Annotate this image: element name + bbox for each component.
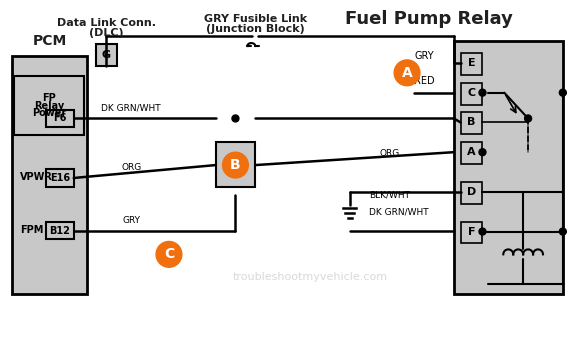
- Circle shape: [223, 152, 248, 178]
- Text: (Junction Block): (Junction Block): [206, 24, 304, 34]
- Text: FPM: FPM: [20, 225, 44, 235]
- Text: G: G: [102, 50, 111, 60]
- Text: B: B: [467, 117, 476, 127]
- Text: RED: RED: [414, 76, 434, 86]
- Circle shape: [232, 115, 239, 122]
- Circle shape: [479, 89, 486, 96]
- Text: D: D: [467, 187, 476, 197]
- Text: B: B: [230, 158, 241, 172]
- Bar: [46, 222, 74, 239]
- Bar: [96, 44, 117, 66]
- Bar: [216, 142, 255, 187]
- Text: F6: F6: [53, 113, 67, 124]
- Text: ORG: ORG: [121, 163, 142, 172]
- Bar: [461, 222, 483, 244]
- Text: BLK/WHT: BLK/WHT: [369, 190, 411, 199]
- Bar: [461, 83, 483, 105]
- Circle shape: [232, 162, 239, 169]
- Bar: [461, 112, 483, 134]
- Bar: [454, 41, 563, 294]
- Text: E: E: [467, 58, 476, 68]
- Bar: [46, 169, 74, 187]
- Text: GRY: GRY: [122, 216, 140, 225]
- Text: FP: FP: [42, 93, 56, 103]
- Text: troubleshootmyvehicle.com: troubleshootmyvehicle.com: [232, 272, 387, 282]
- Bar: [461, 182, 483, 204]
- Text: GRY Fusible Link: GRY Fusible Link: [204, 14, 307, 24]
- Bar: [14, 76, 84, 135]
- Circle shape: [559, 228, 566, 235]
- Circle shape: [156, 241, 182, 267]
- Text: Fuel Pump Relay: Fuel Pump Relay: [345, 10, 513, 28]
- Bar: [461, 142, 483, 164]
- Text: Relay: Relay: [34, 100, 64, 111]
- Text: DK GRN/WHT: DK GRN/WHT: [102, 104, 161, 112]
- Bar: [12, 56, 86, 294]
- Text: DK GRN/WHT: DK GRN/WHT: [369, 207, 429, 216]
- Text: Power: Power: [32, 108, 66, 119]
- Text: PCM: PCM: [32, 34, 67, 48]
- Circle shape: [479, 228, 486, 235]
- Circle shape: [559, 89, 566, 96]
- Text: B12: B12: [49, 225, 70, 236]
- Text: ORG: ORG: [379, 149, 400, 158]
- Text: (DLC): (DLC): [89, 28, 124, 38]
- Text: C: C: [467, 88, 476, 98]
- Text: A: A: [402, 66, 412, 80]
- Text: VPWR: VPWR: [20, 172, 53, 182]
- Text: GRY: GRY: [414, 51, 434, 61]
- Text: C: C: [164, 247, 174, 261]
- Text: A: A: [467, 147, 476, 157]
- Text: Data Link Conn.: Data Link Conn.: [57, 18, 156, 28]
- Text: E16: E16: [50, 173, 70, 183]
- Circle shape: [394, 60, 420, 86]
- Bar: [461, 53, 483, 75]
- Bar: [46, 110, 74, 127]
- Circle shape: [479, 149, 486, 156]
- Circle shape: [525, 115, 531, 122]
- Text: F: F: [468, 226, 475, 237]
